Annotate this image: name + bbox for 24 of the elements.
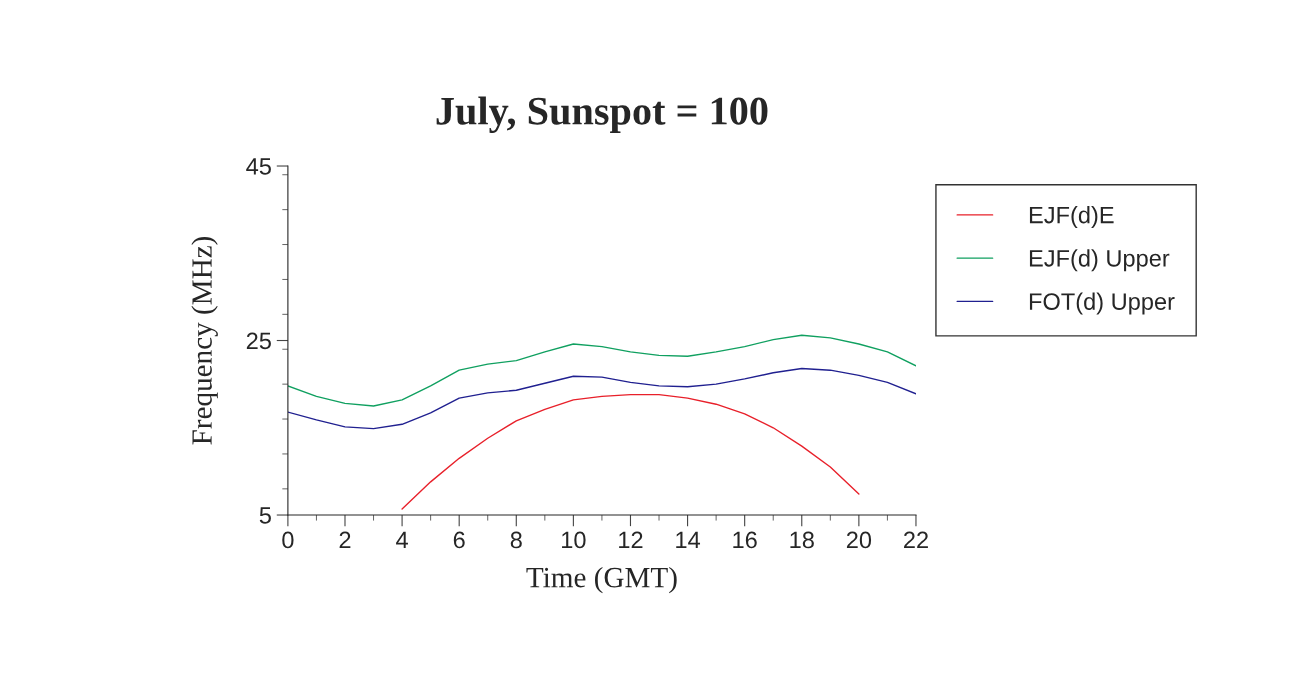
x-tick-label: 6 bbox=[453, 531, 465, 549]
line-series bbox=[287, 334, 916, 407]
x-tick-label: 20 bbox=[846, 531, 872, 549]
line-series bbox=[401, 393, 860, 510]
x-tick-label: 18 bbox=[790, 531, 814, 549]
legend-label: FOT(d) Upper bbox=[1029, 292, 1175, 315]
x-tick-label: 12 bbox=[619, 531, 643, 549]
x-tick-label: 22 bbox=[904, 531, 928, 549]
y-axis-title: Frequency (MHz) bbox=[191, 236, 218, 445]
y-tick-label: 45 bbox=[246, 158, 271, 175]
y-tick-label: 25 bbox=[246, 332, 271, 350]
x-tick-label: 0 bbox=[282, 531, 294, 549]
x-tick-label: 10 bbox=[562, 531, 586, 549]
x-tick-label: 14 bbox=[676, 531, 701, 549]
chart-title: July, Sunspot = 100 bbox=[436, 96, 768, 134]
x-axis-title: Time (GMT) bbox=[526, 566, 677, 594]
line-series bbox=[287, 367, 916, 430]
y-tick-label: 5 bbox=[259, 507, 271, 524]
legend-label: EJF(d) Upper bbox=[1029, 249, 1170, 272]
x-tick-label: 2 bbox=[339, 531, 351, 549]
x-tick-label: 8 bbox=[510, 531, 522, 549]
x-tick-label: 4 bbox=[396, 531, 408, 549]
x-tick-label: 16 bbox=[733, 531, 757, 549]
legend-label: EJF(d)E bbox=[1029, 206, 1114, 229]
